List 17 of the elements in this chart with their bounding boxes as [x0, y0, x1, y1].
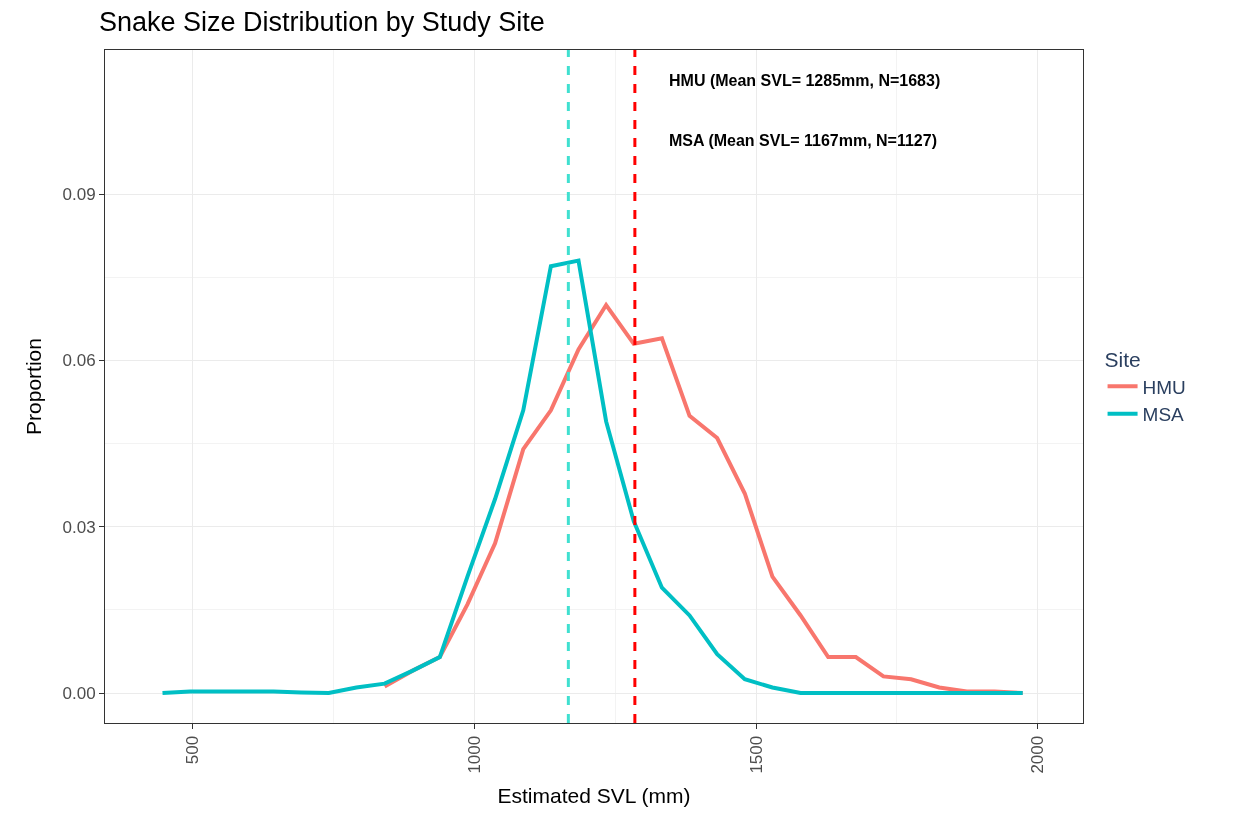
- legend-label: MSA: [1142, 404, 1185, 426]
- x-tick-label: 1500: [746, 735, 766, 774]
- annotation: HMU (Mean SVL= 1285mm, N=1683): [669, 72, 941, 89]
- x-tick-label: 1000: [464, 735, 484, 774]
- legend-label: HMU: [1142, 376, 1186, 398]
- x-tick-label: 500: [182, 735, 202, 765]
- x-tick-label: 2000: [1028, 735, 1048, 774]
- y-tick-label: 0.06: [62, 351, 96, 371]
- chart-title: Snake Size Distribution by Study Site: [99, 7, 545, 38]
- y-tick-label: 0.03: [62, 517, 96, 537]
- line-series: [160, 258, 1025, 696]
- x-axis-title: Estimated SVL (mm): [497, 783, 691, 807]
- y-axis-title: Proportion: [21, 338, 45, 435]
- legend-title: Site: [1104, 348, 1141, 372]
- y-tick-label: 0.09: [62, 185, 96, 205]
- annotation: MSA (Mean SVL= 1167mm, N=1127): [669, 132, 937, 149]
- y-tick-label: 0.00: [62, 684, 96, 704]
